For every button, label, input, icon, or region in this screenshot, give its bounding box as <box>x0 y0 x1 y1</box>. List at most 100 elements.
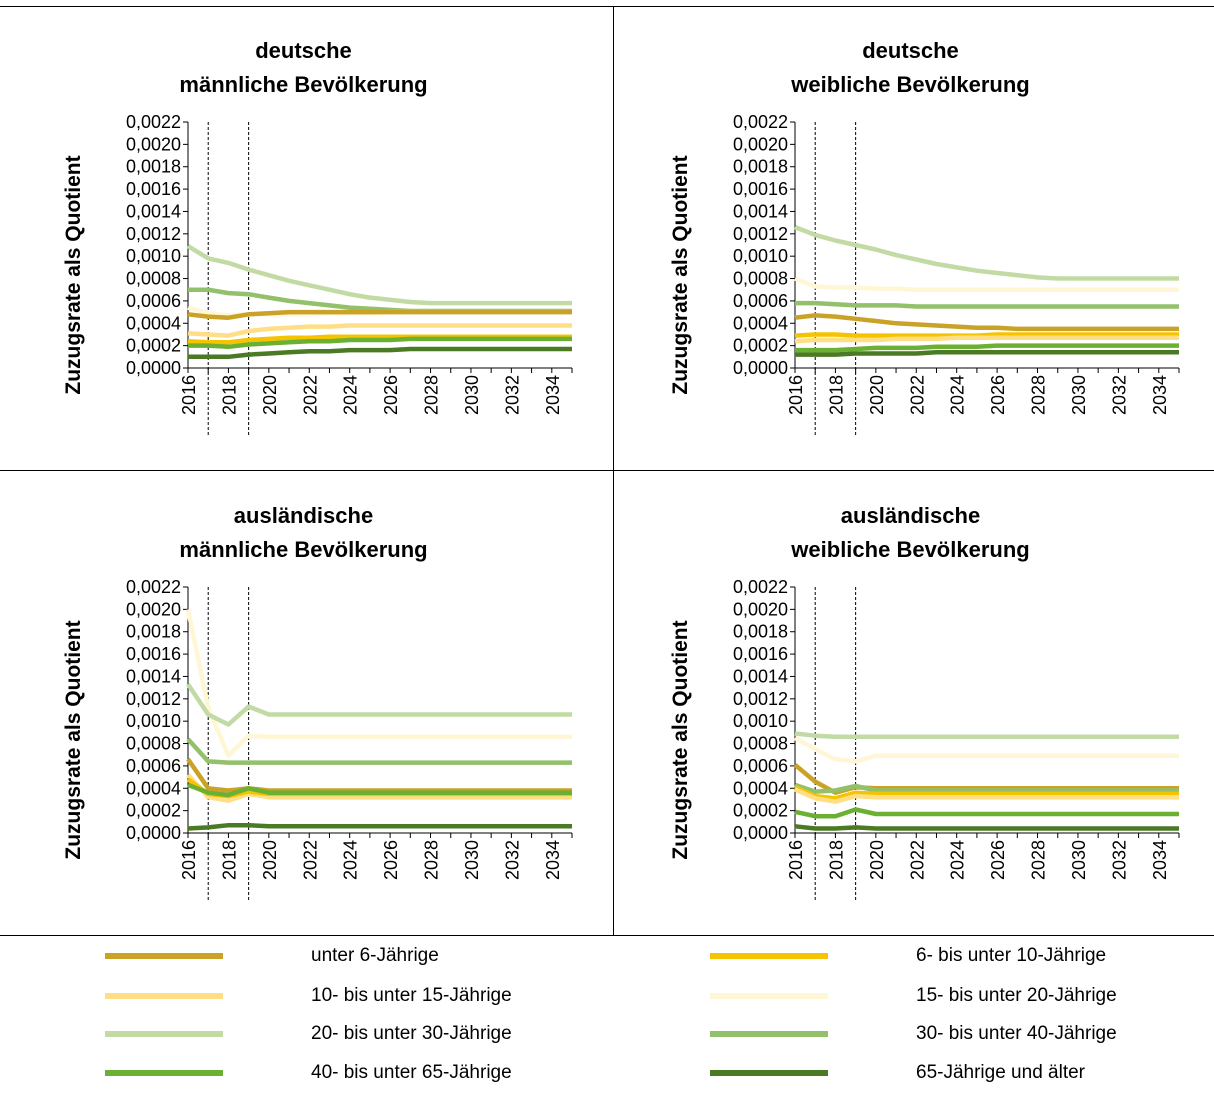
legend-label: 40- bis unter 65-Jährige <box>311 1062 512 1083</box>
y-tick-label: 0,0000 <box>733 823 788 843</box>
x-tick-label: 2028 <box>1029 840 1049 880</box>
x-tick-label: 2018 <box>219 840 239 880</box>
legend-top-border <box>0 935 1214 936</box>
series-line-40bis65 <box>794 807 1179 819</box>
y-tick-label: 0,0014 <box>733 201 788 221</box>
y-tick-label: 0,0016 <box>733 179 788 199</box>
y-tick-label: 0,0016 <box>126 644 181 664</box>
legend-label: 20- bis unter 30-Jährige <box>311 1023 512 1044</box>
x-tick-label: 2022 <box>907 840 927 880</box>
y-tick-label: 0,0008 <box>733 734 788 754</box>
y-tick-label: 0,0018 <box>126 157 181 177</box>
y-tick-label: 0,0006 <box>126 756 181 776</box>
y-tick-label: 0,0010 <box>126 246 181 266</box>
y-tick-label: 0,0016 <box>733 644 788 664</box>
x-tick-label: 2034 <box>543 840 563 880</box>
y-tick-label: 0,0016 <box>126 179 181 199</box>
x-tick-label: 2022 <box>300 375 320 415</box>
chart-panel-auslaendische-weiblich: ausländische weibliche Bevölkerung Zuzug… <box>607 471 1214 935</box>
x-tick-label: 2028 <box>422 375 442 415</box>
x-tick-label: 2020 <box>260 375 280 415</box>
x-tick-label: 2032 <box>502 375 522 415</box>
series-line-15bis20 <box>794 276 1179 292</box>
y-tick-label: 0,0012 <box>733 224 788 244</box>
series-line-40bis65 <box>795 343 1179 353</box>
x-tick-label: 2016 <box>786 375 806 415</box>
y-tick-label: 0,0002 <box>126 336 181 356</box>
x-tick-label: 2030 <box>1069 840 1089 880</box>
series-line-10bis15 <box>186 773 572 803</box>
x-tick-label: 2026 <box>381 840 401 880</box>
x-tick-label: 2016 <box>179 840 199 880</box>
series-line-unter6 <box>794 313 1179 332</box>
series-line-20bis30 <box>186 244 572 306</box>
legend-label: 30- bis unter 40-Jährige <box>916 1023 1117 1044</box>
x-tick-label: 2024 <box>341 375 361 415</box>
series-line-30bis40 <box>795 300 1179 309</box>
legend: unter 6-Jährige 6- bis unter 10-Jährige … <box>0 933 1214 1096</box>
y-axis-title: Zuzugsrate als Quotient <box>62 155 85 394</box>
y-tick-label: 0,0004 <box>126 778 181 798</box>
y-tick-label: 0,0018 <box>733 622 788 642</box>
x-tick-label: 2020 <box>260 840 280 880</box>
chart-title-line2: männliche Bevölkerung <box>179 72 428 97</box>
legend-label: unter 6-Jährige <box>311 945 439 966</box>
legend-swatch <box>105 1031 223 1037</box>
x-tick-label: 2032 <box>502 840 522 880</box>
y-tick-label: 0,0008 <box>126 734 181 754</box>
y-tick-label: 0,0022 <box>733 577 788 597</box>
chart-panel-deutsche-maennlich: deutsche männliche Bevölkerung Zuzugsrat… <box>0 6 607 470</box>
y-axis-title: Zuzugsrate als Quotient <box>669 620 692 859</box>
legend-label: 10- bis unter 15-Jährige <box>311 985 512 1006</box>
chart-title-line2: männliche Bevölkerung <box>179 537 428 562</box>
series-line-10bis15 <box>794 335 1179 344</box>
legend-swatch <box>710 953 828 959</box>
y-tick-label: 0,0004 <box>733 313 788 333</box>
y-tick-label: 0,0020 <box>126 134 181 154</box>
legend-swatch <box>105 993 223 999</box>
y-tick-label: 0,0014 <box>126 201 181 221</box>
y-axis-title: Zuzugsrate als Quotient <box>669 155 692 394</box>
x-tick-label: 2030 <box>462 375 482 415</box>
chart-title-line1: ausländische <box>840 503 981 528</box>
series-line-20bis30 <box>794 225 1179 281</box>
x-tick-label: 2016 <box>179 375 199 415</box>
x-tick-label: 2032 <box>1109 840 1129 880</box>
x-tick-label: 2024 <box>948 840 968 880</box>
y-tick-label: 0,0006 <box>126 291 181 311</box>
series-line-30bis40 <box>186 737 572 765</box>
x-tick-label: 2034 <box>1150 375 1170 415</box>
series-line-40bis65 <box>188 336 572 350</box>
x-tick-label: 2020 <box>867 840 887 880</box>
y-tick-label: 0,0012 <box>733 689 788 709</box>
y-tick-label: 0,0006 <box>733 756 788 776</box>
legend-label: 65-Jährige und älter <box>916 1062 1085 1083</box>
legend-swatch <box>710 1070 828 1076</box>
x-tick-label: 2020 <box>867 375 887 415</box>
x-tick-label: 2018 <box>826 840 846 880</box>
chart-title-line1: deutsche <box>255 38 352 63</box>
y-tick-label: 0,0012 <box>126 689 181 709</box>
x-tick-label: 2026 <box>988 375 1008 415</box>
y-tick-label: 0,0022 <box>126 112 181 132</box>
x-tick-label: 2030 <box>462 840 482 880</box>
x-tick-label: 2024 <box>341 840 361 880</box>
chart-panel-deutsche-weiblich: deutsche weibliche Bevölkerung Zuzugsrat… <box>607 6 1214 470</box>
y-tick-label: 0,0010 <box>126 711 181 731</box>
series-line-ab65 <box>794 824 1179 831</box>
legend-swatch <box>710 1031 828 1037</box>
y-tick-label: 0,0002 <box>733 801 788 821</box>
vertical-divider <box>613 6 614 935</box>
series-line-unter6 <box>187 309 572 320</box>
y-tick-label: 0,0000 <box>126 358 181 378</box>
top-border <box>0 6 1214 7</box>
y-tick-label: 0,0022 <box>733 112 788 132</box>
x-tick-label: 2034 <box>543 375 563 415</box>
x-tick-label: 2032 <box>1109 375 1129 415</box>
chart-title: deutsche weibliche Bevölkerung <box>607 34 1214 102</box>
y-tick-label: 0,0012 <box>126 224 181 244</box>
series-line-ab65 <box>187 822 572 831</box>
